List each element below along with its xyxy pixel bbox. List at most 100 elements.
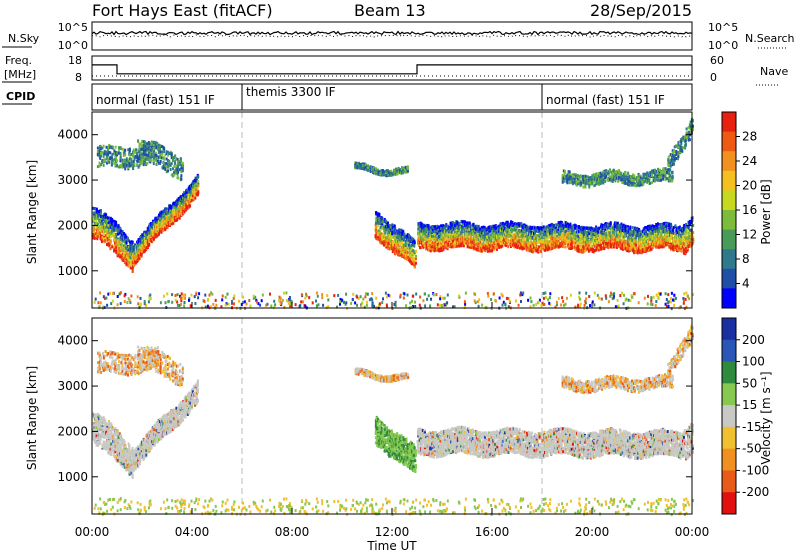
power-echo-cell (103, 222, 106, 226)
power-echo-cell (117, 237, 120, 241)
power-echo-cell (456, 221, 459, 225)
power-echo-cell (488, 226, 491, 230)
power-echo-cell (141, 236, 144, 240)
power-echo-cell (390, 239, 392, 243)
power-echo-cell (602, 242, 605, 246)
power-echo-cell (197, 182, 200, 186)
power-echo-cell (436, 243, 439, 246)
power-echo-cell (187, 196, 190, 200)
power-echo-cell (417, 233, 420, 237)
power-echo-cell (154, 224, 157, 228)
power-echo-cell (572, 235, 575, 239)
power-echo-cell (134, 254, 137, 258)
power-echo-cell (551, 235, 554, 238)
power-echo-cell (494, 228, 497, 232)
power-echo-cell (436, 231, 439, 235)
power-echo-cell (604, 222, 607, 225)
power-echo-cell (107, 216, 110, 220)
power-echo-cell (193, 193, 196, 197)
power-echo-cell (490, 246, 493, 250)
power-echo-cell (127, 245, 130, 249)
power-echo-cell (152, 221, 155, 225)
power-echo-cell (134, 243, 136, 247)
power-echo-cell (419, 227, 422, 231)
power-echo-cell (533, 236, 535, 240)
power-echo-cell (557, 239, 560, 243)
power-echo-cell (576, 239, 579, 243)
power-echo-cell (391, 250, 394, 254)
power-echo-cell (381, 220, 384, 224)
power-echo-cell (131, 270, 134, 273)
power-echo-cell (127, 239, 130, 243)
power-echo-cell (520, 224, 523, 228)
power-echo-cell (122, 239, 125, 243)
power-echo-cell (578, 226, 580, 230)
power-echo-cell (427, 225, 430, 229)
power-echo-cell (557, 231, 560, 235)
power-echo-cell (134, 245, 137, 249)
power-echo-cell (572, 237, 575, 241)
power-echo-cell (588, 234, 591, 238)
power-echo-cell (587, 246, 589, 250)
power-echo-cell (442, 236, 445, 240)
power-echo-cell (550, 246, 553, 250)
power-echo-cell (603, 243, 606, 247)
power-echo-cell (192, 181, 194, 185)
power-echo-cell (410, 247, 413, 251)
power-echo-cell (537, 250, 540, 254)
power-echo-cell (119, 239, 122, 243)
power-echo-cell (540, 226, 543, 230)
power-echo-cell (442, 247, 445, 251)
power-echo-cell (412, 258, 415, 262)
power-echo-cell (476, 226, 479, 230)
noise-search-label: N.Search (745, 32, 795, 45)
power-echo-cell (183, 194, 186, 198)
power-echo-cell (385, 220, 388, 224)
power-echo-cell (556, 234, 559, 238)
power-echo-cell (546, 225, 549, 229)
power-echo-cell (551, 232, 554, 236)
power-echo-cell (105, 228, 107, 232)
power-echo-cell (598, 227, 601, 231)
power-echo-cell (106, 220, 109, 224)
power-echo-cell (110, 230, 113, 234)
power-echo-cell (554, 239, 557, 243)
power-echo-cell (486, 237, 489, 241)
beam-label: Beam 13 (354, 1, 426, 20)
power-echo-cell (499, 226, 502, 230)
freq-tick-bottom: 8 (75, 71, 82, 84)
power-echo-cell (408, 243, 410, 247)
power-echo-cell (104, 239, 107, 242)
power-echo-cell (556, 229, 559, 233)
power-echo-cell (166, 226, 169, 229)
power-echo-cell (527, 227, 530, 231)
power-echo-cell (583, 249, 586, 253)
power-echo-cell (148, 229, 151, 233)
power-echo-cell (551, 242, 554, 246)
power-echo-cell (388, 242, 391, 245)
power-echo-cell (571, 225, 574, 229)
power-echo-cell (377, 213, 379, 217)
power-echo-cell (519, 230, 521, 234)
power-echo-cell (168, 216, 171, 220)
power-echo-cell (109, 229, 112, 233)
power-echo-cell (384, 231, 387, 235)
power-echo-cell (458, 233, 461, 237)
power-echo-cell (383, 225, 386, 229)
power-echo-cell (148, 242, 151, 246)
power-echo-cell (491, 246, 494, 250)
power-echo-cell (560, 233, 563, 237)
power-echo-cell (374, 234, 377, 237)
power-echo-cell (591, 229, 594, 233)
power-echo-cell (471, 240, 474, 244)
power-echo-cell (134, 249, 137, 253)
power-echo-cell (398, 247, 401, 251)
power-echo-cell (572, 224, 575, 227)
power-echo-cell (556, 237, 559, 241)
power-echo-cell (600, 236, 602, 240)
power-echo-cell (394, 226, 397, 230)
power-echo-cell (490, 233, 493, 237)
power-echo-cell (472, 238, 475, 242)
power-echo-cell (116, 254, 119, 258)
power-echo-cell (160, 228, 163, 232)
